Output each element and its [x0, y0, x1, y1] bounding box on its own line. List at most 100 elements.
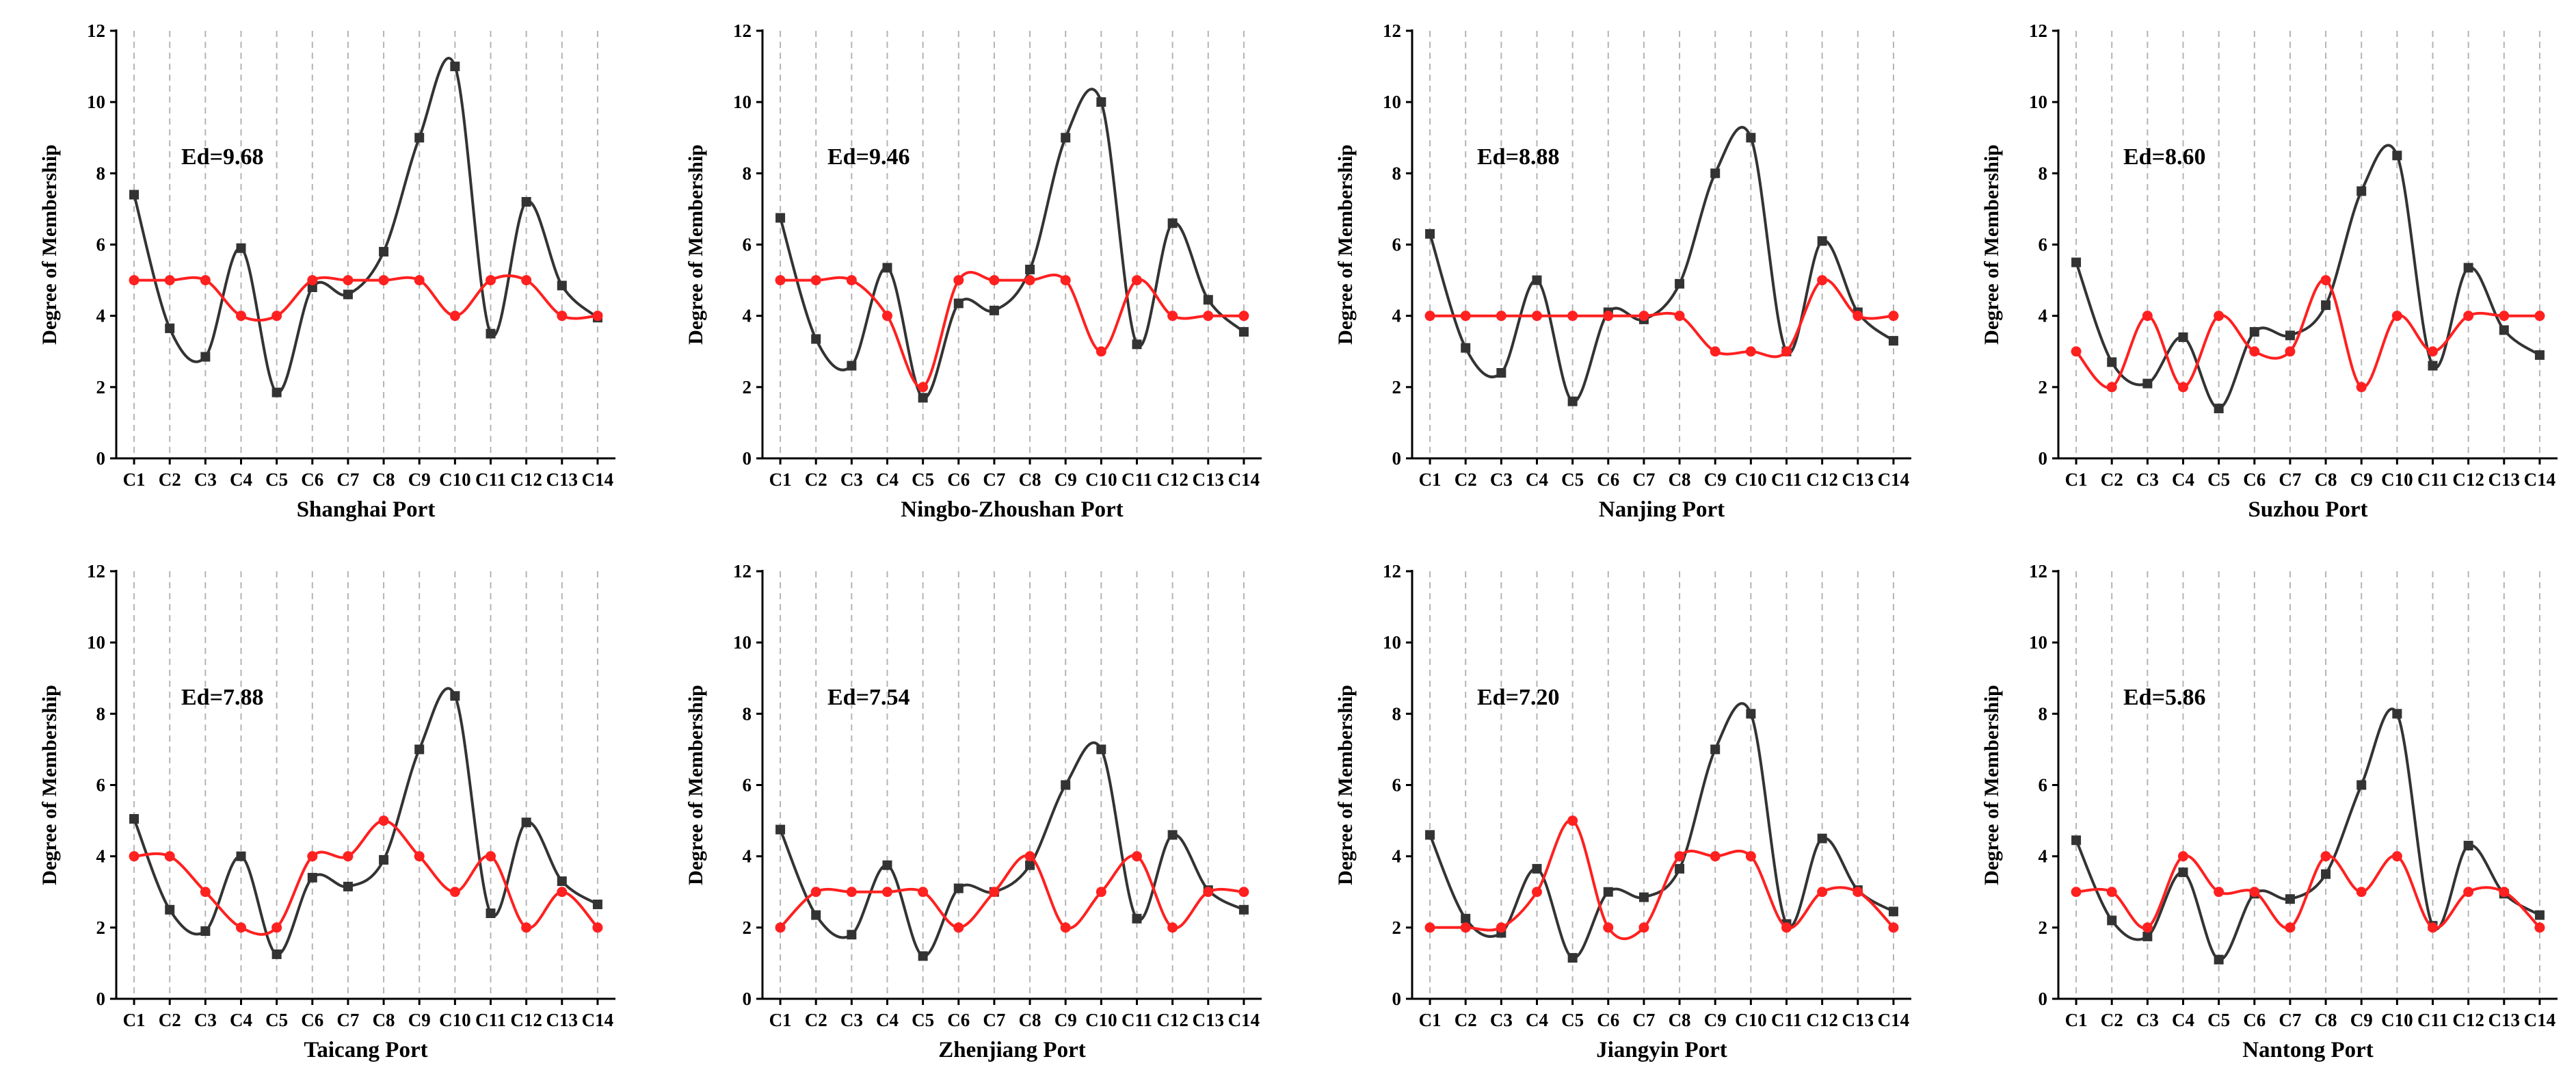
x-tick-label: C3	[2136, 469, 2159, 490]
series-b-marker	[1853, 311, 1863, 322]
series-a-marker	[129, 813, 140, 824]
series-a-marker	[2107, 357, 2117, 367]
series-a-marker	[557, 876, 567, 887]
series-b-marker	[1781, 346, 1792, 357]
panel-title: Jiangyin Port	[1596, 1038, 1727, 1062]
series-a-marker	[1888, 336, 1898, 346]
ed-annotation: Ed=9.68	[181, 144, 263, 170]
x-tick-label: C5	[2207, 1010, 2230, 1030]
x-tick-label: C5	[265, 469, 288, 490]
series-a-marker	[2249, 327, 2259, 337]
series-a-marker	[2463, 263, 2473, 273]
series-b-marker	[1532, 311, 1542, 322]
series-b-marker	[2499, 887, 2510, 898]
x-tick-label: C10	[439, 1010, 471, 1030]
series-b-marker	[918, 382, 929, 393]
series-a-marker	[414, 133, 425, 143]
series-b-marker	[343, 851, 354, 862]
series-a-marker	[2285, 894, 2295, 904]
series-b-marker	[1603, 922, 1614, 933]
series-b-marker	[2214, 311, 2225, 322]
x-tick-label: C5	[912, 1010, 934, 1030]
x-tick-label: C6	[1597, 1010, 1619, 1030]
chart-panel-8: 0 2 4 6 8 10 12 C1 C2 C3 C4 C5 C6 C7 C8 C9 C10 C11 C12 C13 C…	[1980, 561, 2558, 1062]
x-tick-label: C6	[1597, 469, 1619, 490]
x-tick-label: C13	[546, 469, 579, 490]
series-b-marker	[2356, 382, 2367, 393]
series-b-marker	[2391, 851, 2402, 862]
y-tick-label: 6	[743, 775, 752, 796]
series-b-line	[780, 271, 1244, 389]
x-tick-label: C7	[983, 469, 1005, 490]
series-b-marker	[271, 311, 282, 322]
y-axis-title: Degree of Membership	[1334, 685, 1357, 885]
series-a-marker	[592, 899, 602, 909]
y-tick-label: 6	[96, 775, 106, 796]
series-a-marker	[2071, 835, 2082, 846]
series-b-marker	[307, 851, 318, 862]
y-tick-label: 6	[2039, 775, 2048, 796]
x-tick-label: C5	[1561, 469, 1584, 490]
y-tick-label: 2	[2039, 377, 2048, 397]
series-b-marker	[1203, 887, 1214, 898]
y-tick-label: 4	[2039, 306, 2048, 326]
x-tick-label: C11	[1121, 1010, 1152, 1030]
series-a-marker	[2499, 325, 2509, 335]
ed-annotation: Ed=7.88	[181, 685, 263, 710]
x-tick-label: C14	[2524, 469, 2556, 490]
series-b-marker	[2106, 382, 2117, 393]
x-tick-label: C14	[2524, 1010, 2556, 1030]
x-tick-label: C7	[336, 1010, 359, 1030]
series-a-marker	[1425, 830, 1435, 840]
y-tick-label: 6	[2039, 235, 2048, 255]
panel-title: Taicang Port	[304, 1038, 427, 1062]
series-b-marker	[414, 851, 425, 862]
y-tick-label: 2	[96, 917, 106, 938]
series-b-marker	[1096, 346, 1106, 357]
series-b-marker	[2214, 887, 2225, 898]
y-axis-title: Degree of Membership	[685, 685, 707, 885]
series-a-marker	[2428, 361, 2438, 371]
y-tick-label: 12	[1383, 21, 1401, 41]
x-tick-label: C14	[1228, 469, 1260, 490]
series-b-marker	[2285, 922, 2296, 933]
y-axis-title: Degree of Membership	[38, 144, 61, 345]
series-a-marker	[918, 951, 928, 961]
x-tick-label: C2	[159, 1010, 181, 1030]
series-a-marker	[1203, 295, 1213, 305]
y-tick-label: 4	[743, 306, 752, 326]
x-tick-label: C10	[1735, 469, 1767, 490]
series-a-marker	[307, 872, 317, 883]
x-tick-label: C11	[475, 1010, 506, 1030]
y-tick-label: 2	[743, 377, 752, 397]
x-tick-label: C4	[1526, 1010, 1548, 1030]
series-a-marker	[847, 930, 857, 940]
x-tick-label: C3	[1490, 469, 1513, 490]
x-tick-label: C10	[2381, 1010, 2413, 1030]
series-a-marker	[1746, 133, 1756, 143]
ed-annotation: Ed=8.60	[2123, 144, 2205, 170]
series-a-marker	[1238, 904, 1249, 915]
series-b-marker	[1496, 922, 1506, 933]
series-a-marker	[2392, 709, 2402, 719]
y-tick-label: 10	[2029, 632, 2047, 653]
series-b-marker	[775, 922, 786, 933]
series-a-marker	[557, 280, 567, 291]
x-tick-label: C12	[1156, 1010, 1189, 1030]
x-tick-label: C3	[840, 469, 863, 490]
series-a-marker	[1096, 744, 1106, 755]
x-tick-label: C10	[1085, 469, 1117, 490]
series-b-marker	[378, 275, 389, 286]
series-a-marker	[1167, 830, 1178, 840]
x-tick-label: C2	[159, 469, 181, 490]
y-tick-label: 0	[96, 448, 106, 469]
series-b-line	[2075, 278, 2540, 389]
x-tick-label: C9	[408, 1010, 431, 1030]
x-tick-label: C5	[2207, 469, 2230, 490]
x-tick-label: C7	[983, 1010, 1005, 1030]
series-a-marker	[1096, 97, 1106, 107]
y-tick-label: 0	[96, 989, 106, 1009]
panel-title: Shanghai Port	[297, 497, 436, 522]
series-a-marker	[1675, 278, 1685, 289]
series-b-marker	[810, 275, 821, 286]
